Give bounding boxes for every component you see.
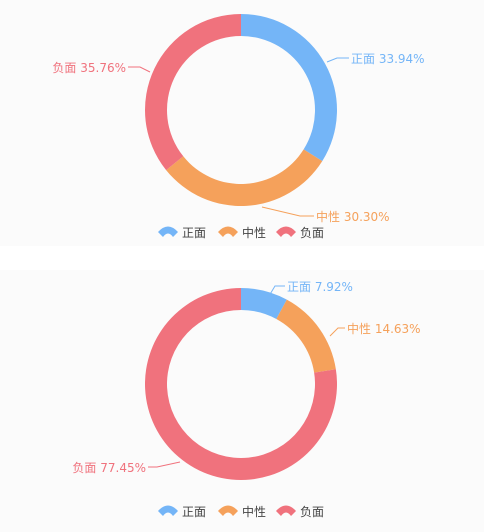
chart-panel-2: 正面 7.92% 中性 14.63% 负面 77.45% 正面 中性 负面 (0, 270, 484, 532)
slice-2[interactable] (276, 299, 336, 373)
legend-icon[interactable] (276, 505, 296, 517)
donut-chart-2: 正面 7.92% 中性 14.63% 负面 77.45% 正面 中性 负面 (72, 280, 421, 519)
leader-line (128, 66, 151, 73)
legend-icon[interactable] (276, 226, 296, 238)
leader-line (261, 206, 314, 217)
slice-1[interactable] (241, 14, 337, 162)
leader-line (326, 57, 349, 63)
donut-chart-1: 正面 33.94% 中性 30.30% 负面 35.76% 正面 中性 负面 (52, 14, 425, 240)
data-label: 负面 77.45% (72, 461, 146, 475)
slice-1[interactable] (241, 288, 287, 319)
data-label: 正面 7.92% (287, 280, 353, 294)
chart-panel-1: 正面 33.94% 中性 30.30% 负面 35.76% 正面 中性 负面 (0, 0, 484, 246)
data-label: 中性 30.30% (316, 209, 390, 224)
legend-label[interactable]: 中性 (242, 225, 266, 240)
legend-label[interactable]: 正面 (182, 505, 206, 519)
slice-3[interactable] (145, 14, 241, 171)
data-label: 中性 14.63% (347, 321, 421, 336)
leader-line (148, 461, 181, 468)
legend-icon[interactable] (218, 226, 238, 238)
legend-icon[interactable] (158, 226, 178, 238)
leader-line (329, 327, 345, 337)
data-label: 负面 35.76% (52, 61, 126, 75)
slice-2[interactable] (166, 149, 323, 207)
legend-label[interactable]: 中性 (242, 504, 266, 519)
legend-label[interactable]: 负面 (300, 226, 324, 240)
legend-label[interactable]: 负面 (300, 505, 324, 519)
leader-line (268, 285, 285, 297)
legend-label[interactable]: 正面 (182, 226, 206, 240)
legend-icon[interactable] (158, 505, 178, 517)
legend-icon[interactable] (218, 505, 238, 517)
data-label: 正面 33.94% (351, 52, 425, 66)
